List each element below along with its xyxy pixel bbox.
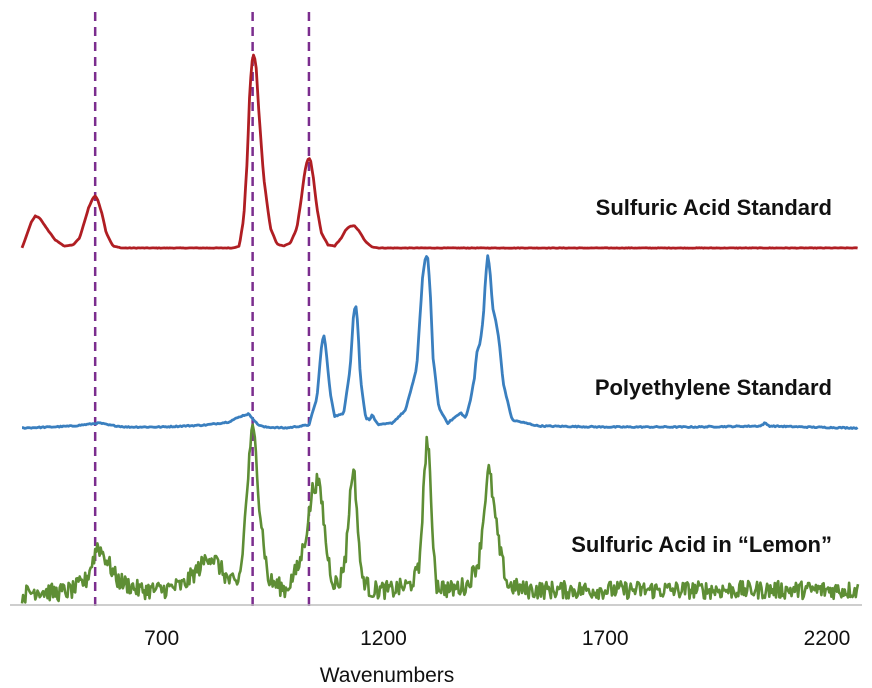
x-tick-label-2200: 2200 [804, 627, 851, 650]
x-tick-label-700: 700 [144, 627, 179, 650]
x-tick-label-1700: 1700 [582, 627, 629, 650]
x-axis-ticks: 700 1200 1700 2200 [144, 627, 850, 650]
reference-lines [93, 12, 311, 612]
series-line-sulfuric-acid-in-lemon [20, 423, 860, 604]
series-line-polyethylene-standard [21, 254, 859, 430]
series-lines [20, 53, 860, 604]
series-label-sulfuric-acid-standard: Sulfuric Acid Standard [596, 195, 832, 220]
series-label-sulfuric-acid-in-lemon: Sulfuric Acid in “Lemon” [571, 532, 832, 557]
series-line-sulfuric-acid-standard [20, 53, 858, 250]
series-label-polyethylene-standard: Polyethylene Standard [595, 375, 832, 400]
x-tick-label-1200: 1200 [360, 627, 407, 650]
x-axis-title: Wavenumbers [320, 664, 455, 687]
